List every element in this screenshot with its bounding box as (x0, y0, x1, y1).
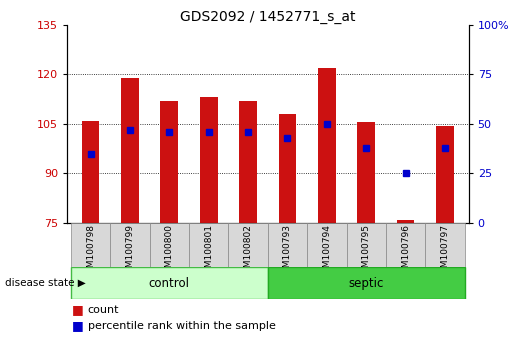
Text: GSM100801: GSM100801 (204, 224, 213, 279)
Text: septic: septic (349, 277, 384, 290)
Bar (386, 223, 425, 267)
Bar (239, 101, 257, 223)
Bar (121, 78, 139, 223)
Text: GSM100798: GSM100798 (86, 224, 95, 279)
Bar (268, 223, 307, 267)
Bar (71, 267, 268, 299)
Bar (229, 223, 268, 267)
Text: count: count (88, 305, 119, 315)
Text: disease state ▶: disease state ▶ (5, 278, 86, 288)
Bar (268, 267, 465, 299)
Bar (397, 220, 415, 223)
Bar (307, 223, 347, 267)
Bar (82, 121, 99, 223)
Text: control: control (149, 277, 190, 290)
Text: GSM100802: GSM100802 (244, 224, 253, 279)
Text: GSM100799: GSM100799 (126, 224, 134, 279)
Bar (71, 223, 110, 267)
Text: GSM100795: GSM100795 (362, 224, 371, 279)
Bar (436, 126, 454, 223)
Text: ■: ■ (72, 303, 84, 316)
Text: GSM100797: GSM100797 (440, 224, 450, 279)
Text: percentile rank within the sample: percentile rank within the sample (88, 321, 276, 331)
Bar (189, 223, 229, 267)
Bar (318, 68, 336, 223)
Bar (150, 223, 189, 267)
Text: GSM100800: GSM100800 (165, 224, 174, 279)
Bar (161, 101, 178, 223)
Title: GDS2092 / 1452771_s_at: GDS2092 / 1452771_s_at (180, 10, 355, 24)
Bar (425, 223, 465, 267)
Bar (200, 97, 218, 223)
Bar (279, 114, 296, 223)
Text: GSM100796: GSM100796 (401, 224, 410, 279)
Bar (347, 223, 386, 267)
Text: GSM100794: GSM100794 (322, 224, 331, 279)
Text: ■: ■ (72, 319, 84, 332)
Text: GSM100793: GSM100793 (283, 224, 292, 279)
Bar (110, 223, 150, 267)
Bar (357, 122, 375, 223)
